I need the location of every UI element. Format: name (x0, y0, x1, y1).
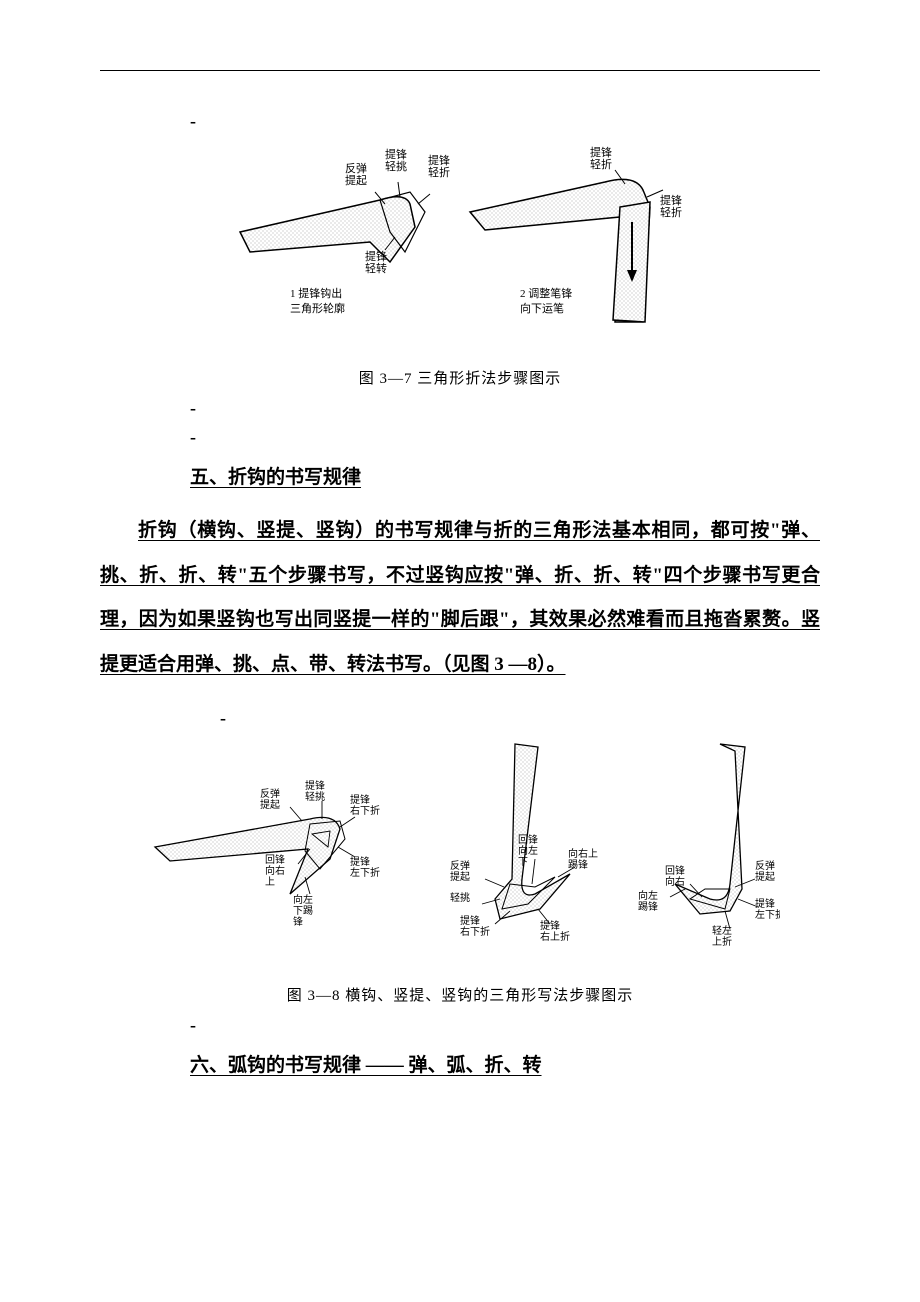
label-tiqi: 提起 (345, 174, 367, 187)
henggou-group: 反弹 提起 提锋 轻挑 提锋 右下折 提锋 左下折 回锋 向右 上 向左 下踢 … (155, 779, 380, 928)
label-tifeng1: 提锋 (385, 148, 407, 161)
figure-3-8-caption: 图 3—8 横钩、竖提、竖钩的三角形写法步骤图示 (100, 984, 820, 1005)
label-r-tifeng2: 提锋 (660, 194, 682, 207)
figure-3-8: 反弹 提起 提锋 轻挑 提锋 右下折 提锋 左下折 回锋 向右 上 向左 下踢 … (100, 739, 820, 1005)
svg-text:下踢: 下踢 (293, 905, 313, 917)
page-top-rule (100, 70, 820, 71)
section-5-heading: 五、折钩的书写规律 (190, 462, 820, 489)
svg-text:右下折: 右下折 (350, 804, 380, 817)
figure-3-8-svg: 反弹 提起 提锋 轻挑 提锋 右下折 提锋 左下折 回锋 向右 上 向左 下踢 … (140, 739, 780, 969)
svg-text:反弹: 反弹 (450, 859, 470, 872)
svg-text:回锋: 回锋 (265, 853, 285, 866)
svg-text:回锋: 回锋 (518, 833, 538, 846)
svg-text:提锋: 提锋 (755, 897, 775, 910)
svg-text:提锋: 提锋 (460, 914, 480, 927)
svg-text:右上折: 右上折 (540, 930, 570, 943)
dash-mark-4: - (220, 708, 820, 729)
label-qingzhuan: 轻转 (365, 261, 387, 275)
svg-text:反弹: 反弹 (755, 859, 775, 872)
svg-text:提锋: 提锋 (350, 855, 370, 868)
dash-mark-2: - (190, 398, 820, 419)
svg-text:踢锋: 踢锋 (568, 858, 588, 871)
svg-text:向左: 向左 (293, 893, 313, 906)
svg-text:下: 下 (518, 857, 528, 868)
stroke-1-group: 反弹 提起 提锋 轻挑 提锋 轻折 提锋 轻转 1 提锋钩出 三角形轮廓 (240, 148, 450, 315)
svg-text:向右上: 向右上 (568, 847, 598, 860)
svg-text:提锋: 提锋 (350, 793, 370, 806)
svg-text:锋: 锋 (293, 915, 303, 928)
svg-text:提起: 提起 (755, 871, 775, 883)
figure-3-7-caption: 图 3—7 三角形折法步骤图示 (100, 367, 820, 388)
section-5-paragraph: 折钩（横钩、竖提、竖钩）的书写规律与折的三角形法基本相同，都可按"弹、挑、折、折… (100, 509, 820, 688)
dash-mark-5: - (190, 1015, 820, 1036)
stroke-2-group: 提锋 轻折 提锋 轻折 2 调整笔锋 向下运笔 (470, 146, 682, 322)
label-r-qingzhe1: 轻折 (590, 157, 612, 171)
dash-mark-1: - (190, 111, 820, 132)
label-qingzhe: 轻折 (428, 165, 450, 179)
dash-mark-3: - (190, 427, 820, 448)
svg-text:向右: 向右 (665, 875, 685, 888)
label-qingtiao: 轻挑 (385, 159, 407, 173)
shugou-group: 反弹 提起 提锋 左下折 轻左 上折 回锋 向右 向左 踢锋 (638, 744, 780, 948)
figure-3-7-svg: 反弹 提起 提锋 轻挑 提锋 轻折 提锋 轻转 1 提锋钩出 三角形轮廓 提锋 … (230, 142, 690, 352)
label-r-tifeng1: 提锋 (590, 146, 612, 159)
svg-text:提锋: 提锋 (540, 919, 560, 932)
label-fantan: 反弹 (345, 161, 367, 175)
step2-line2: 向下运笔 (520, 301, 564, 315)
label-r-qingzhe2: 轻折 (660, 205, 682, 219)
step1-line1: 1 提锋钩出 (290, 286, 342, 300)
label-tifeng3: 提锋 (365, 250, 387, 263)
step2-line1: 2 调整笔锋 (520, 286, 572, 300)
svg-text:左下折: 左下折 (755, 908, 780, 921)
step1-line2: 三角形轮廓 (290, 301, 345, 315)
svg-text:右下折: 右下折 (460, 925, 490, 938)
svg-text:回锋: 回锋 (665, 864, 685, 877)
svg-text:向右: 向右 (265, 864, 285, 877)
figure-3-7: 反弹 提起 提锋 轻挑 提锋 轻折 提锋 轻转 1 提锋钩出 三角形轮廓 提锋 … (100, 142, 820, 388)
svg-text:踢锋: 踢锋 (638, 900, 658, 913)
svg-text:轻挑: 轻挑 (305, 790, 325, 803)
label-tifeng2: 提锋 (428, 154, 450, 167)
section-6-heading: 六、弧钩的书写规律 —— 弹、弧、折、转 (190, 1050, 820, 1077)
svg-text:提起: 提起 (450, 871, 470, 883)
svg-text:向左: 向左 (518, 844, 538, 857)
svg-text:提起: 提起 (260, 799, 280, 811)
svg-text:轻挑: 轻挑 (450, 891, 470, 904)
svg-text:反弹: 反弹 (260, 787, 280, 800)
svg-text:上折: 上折 (712, 935, 732, 948)
svg-text:上: 上 (265, 876, 275, 888)
svg-text:轻左: 轻左 (712, 924, 732, 937)
svg-text:提锋: 提锋 (305, 779, 325, 792)
svg-text:左下折: 左下折 (350, 866, 380, 879)
svg-text:向左: 向左 (638, 889, 658, 902)
shuti-group: 反弹 提起 轻挑 提锋 右下折 提锋 右上折 回锋 向左 下 向右上 踢锋 (450, 744, 598, 943)
section-5-text: 折钩（横钩、竖提、竖钩）的书写规律与折的三角形法基本相同，都可按"弹、挑、折、折… (100, 520, 820, 675)
